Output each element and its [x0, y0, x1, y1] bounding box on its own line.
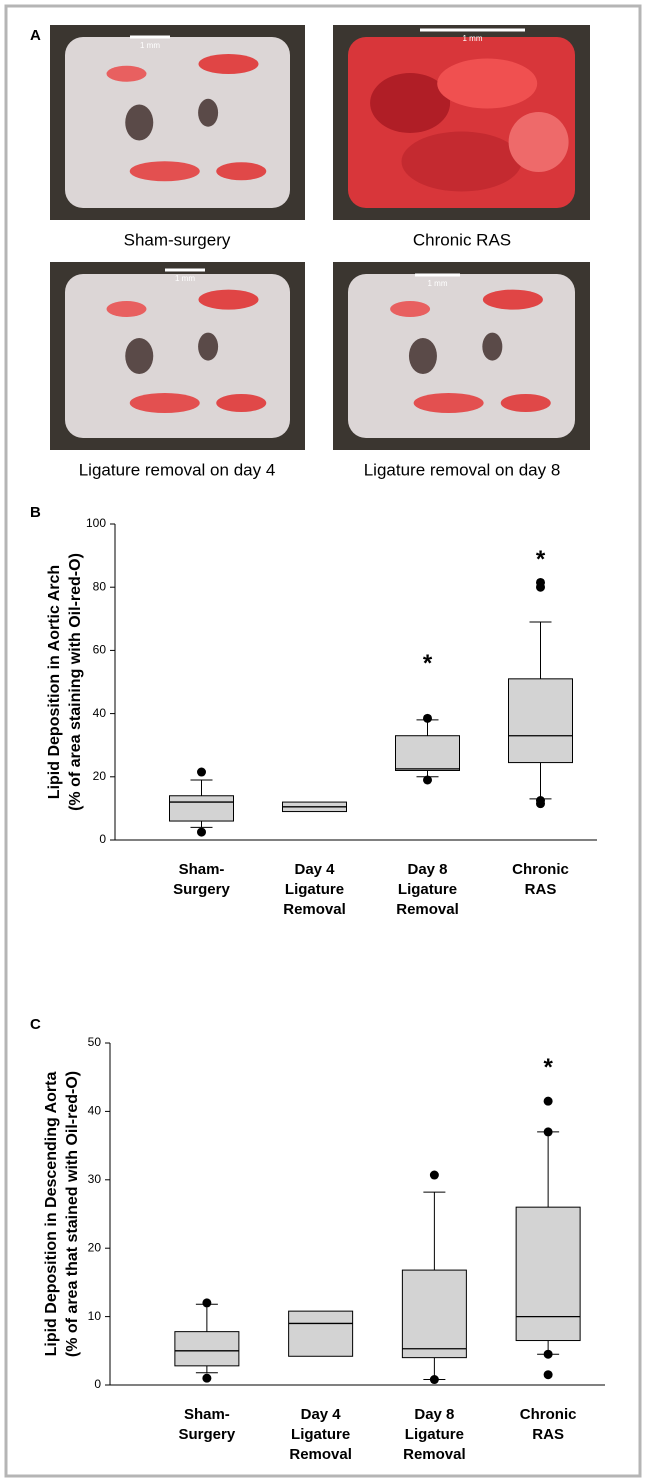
- panel-label: C: [30, 1016, 41, 1033]
- x-tick-label: Day 4: [301, 1406, 342, 1423]
- outlier: [429, 1375, 439, 1385]
- outlier: [197, 767, 206, 777]
- stain: [401, 131, 522, 192]
- stain: [482, 332, 503, 361]
- stain: [500, 394, 551, 412]
- box: [395, 735, 460, 771]
- stain: [216, 162, 267, 181]
- x-tick-label: RAS: [525, 881, 557, 898]
- box: [169, 795, 234, 822]
- x-tick-label: Sham-: [179, 861, 225, 878]
- outlier: [543, 1349, 553, 1359]
- box: [515, 1206, 581, 1342]
- stain: [129, 393, 200, 413]
- y-tick-label: 80: [93, 579, 107, 593]
- x-tick-label: Chronic: [520, 1406, 577, 1423]
- outlier: [423, 775, 432, 785]
- box: [288, 1310, 354, 1357]
- y-tick-label: 0: [94, 1377, 101, 1391]
- outlier: [429, 1170, 439, 1180]
- outlier: [423, 713, 432, 723]
- x-tick-label: Ligature: [285, 881, 344, 898]
- y-axis-label: (% of area that stained with Oil-red-O): [64, 1071, 81, 1357]
- y-tick-label: 20: [88, 1240, 102, 1254]
- stain: [125, 104, 154, 141]
- y-tick-label: 40: [88, 1104, 102, 1118]
- x-tick-label: RAS: [532, 1426, 564, 1443]
- outlier: [543, 1096, 553, 1106]
- stain: [216, 394, 267, 412]
- y-tick-label: 0: [99, 832, 106, 846]
- photo: 1 mm: [50, 262, 305, 450]
- x-tick-label: Day 8: [407, 861, 447, 878]
- panel-label: A: [30, 27, 41, 44]
- outlier: [197, 827, 206, 837]
- y-tick-label: 50: [88, 1035, 102, 1049]
- stain: [125, 338, 154, 374]
- y-tick-label: 20: [93, 769, 107, 783]
- stain: [198, 98, 219, 127]
- significance-marker: *: [423, 650, 433, 677]
- box: [508, 678, 573, 764]
- stain: [408, 338, 437, 374]
- y-tick-label: 60: [93, 643, 107, 657]
- x-tick-label: Sham-: [184, 1406, 230, 1423]
- stain: [198, 54, 259, 74]
- photo: 1 mm: [333, 262, 590, 450]
- x-tick-label: Chronic: [512, 861, 569, 878]
- significance-marker: *: [536, 546, 546, 573]
- x-tick-label: Day 8: [414, 1406, 454, 1423]
- stain: [198, 289, 259, 310]
- stain: [482, 289, 543, 310]
- outlier: [536, 582, 545, 592]
- stain: [508, 112, 569, 172]
- photo-caption: Ligature removal on day 8: [364, 460, 561, 479]
- x-tick-label: Ligature: [291, 1426, 350, 1443]
- outlier: [536, 799, 545, 809]
- y-tick-label: 100: [86, 516, 106, 530]
- scale-bar-label: 1 mm: [175, 274, 195, 283]
- stain: [437, 58, 538, 109]
- stain: [370, 73, 451, 133]
- stain: [413, 393, 484, 413]
- x-tick-label: Surgery: [173, 881, 230, 898]
- stain: [106, 301, 147, 317]
- x-tick-label: Surgery: [179, 1426, 236, 1443]
- y-tick-label: 40: [93, 706, 107, 720]
- x-tick-label: Removal: [403, 1446, 466, 1463]
- x-tick-label: Removal: [396, 901, 459, 918]
- panel-label: B: [30, 504, 41, 521]
- y-axis-label: Lipid Deposition in Descending Aorta: [43, 1072, 60, 1357]
- stain: [198, 332, 219, 361]
- x-tick-label: Ligature: [405, 1426, 464, 1443]
- box: [401, 1269, 467, 1359]
- scale-bar-label: 1 mm: [463, 34, 483, 43]
- outlier: [543, 1127, 553, 1137]
- box: [174, 1331, 240, 1367]
- photo-caption: Chronic RAS: [413, 230, 511, 249]
- y-tick-label: 10: [88, 1309, 102, 1323]
- y-axis-label: Lipid Deposition in Aortic Arch: [46, 565, 63, 799]
- outlier: [202, 1373, 212, 1383]
- outlier: [202, 1298, 212, 1308]
- stain: [390, 301, 431, 317]
- outlier: [543, 1370, 553, 1380]
- photo: 1 mm: [333, 25, 590, 220]
- x-tick-label: Removal: [283, 901, 346, 918]
- x-tick-label: Ligature: [398, 881, 457, 898]
- significance-marker: *: [543, 1054, 553, 1081]
- scale-bar-label: 1 mm: [140, 41, 160, 50]
- stain: [129, 161, 200, 182]
- photo-caption: Ligature removal on day 4: [79, 460, 276, 479]
- x-tick-label: Day 4: [294, 861, 335, 878]
- y-tick-label: 30: [88, 1172, 102, 1186]
- y-axis-label: (% of area staining with Oil-red-O): [67, 553, 84, 811]
- stain: [106, 65, 147, 82]
- photo: 1 mm: [50, 25, 305, 220]
- photo-caption: Sham-surgery: [124, 230, 231, 249]
- x-tick-label: Removal: [289, 1446, 352, 1463]
- scale-bar-label: 1 mm: [428, 279, 448, 288]
